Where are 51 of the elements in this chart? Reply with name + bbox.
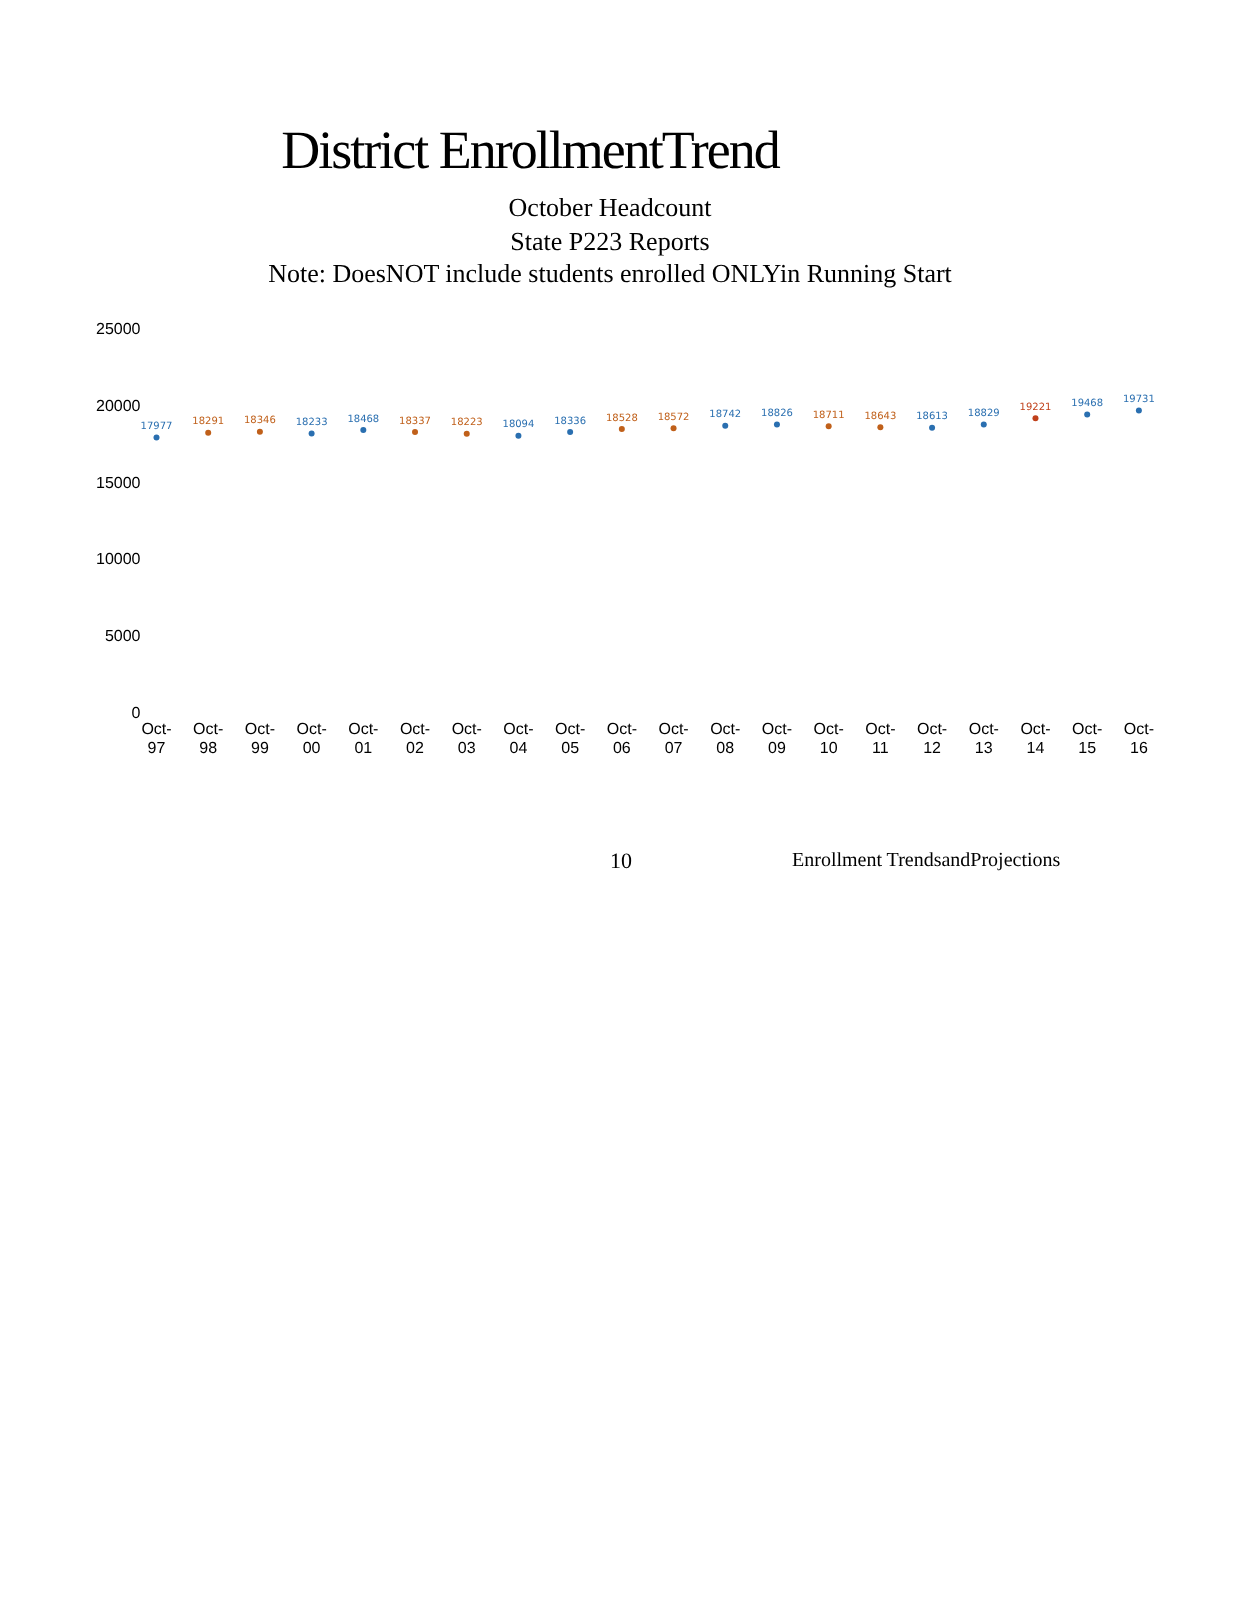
x-tick-label: Oct-15 xyxy=(1072,719,1103,757)
x-tick-label: Oct-01 xyxy=(348,719,380,757)
x-tick-label: Oct-16 xyxy=(1123,719,1155,757)
y-tick-label: 15000 xyxy=(95,473,142,492)
point xyxy=(308,430,315,437)
point xyxy=(1032,415,1039,422)
point xyxy=(205,429,212,436)
point xyxy=(1084,411,1091,418)
y-tick-label: 10000 xyxy=(95,550,142,569)
point xyxy=(412,428,419,435)
point xyxy=(515,432,522,439)
text: Note: DoesNOT include students enrolled ONLYin Running Start xyxy=(266,258,954,290)
x-tick-label: Oct-97 xyxy=(141,719,173,757)
y-tick-label: 25000 xyxy=(95,320,142,339)
point xyxy=(256,428,263,435)
point xyxy=(722,422,729,429)
x-tick-label: Oct-13 xyxy=(968,719,1000,757)
x-tick-label: Oct-04 xyxy=(503,719,535,757)
y-tick-label: 0 xyxy=(131,704,142,723)
x-tick-label: Oct-99 xyxy=(244,719,276,757)
chart-subtitle: October Headcount State P223 Reports xyxy=(506,190,714,258)
x-tick-label: Oct-03 xyxy=(451,719,483,757)
point xyxy=(825,423,832,430)
point xyxy=(618,426,625,433)
x-tick-label: Oct-10 xyxy=(813,719,845,757)
x-tick-label: Oct-05 xyxy=(555,719,586,757)
text: 10 xyxy=(610,850,632,874)
x-tick-label: Oct-98 xyxy=(193,719,224,757)
y-tick-label: 20000 xyxy=(95,396,142,415)
x-tick-label: Oct-11 xyxy=(865,719,897,757)
point xyxy=(463,430,470,437)
point xyxy=(1135,407,1142,414)
x-tick-label: Oct-06 xyxy=(606,719,638,757)
point xyxy=(670,425,677,432)
point xyxy=(773,421,780,428)
x-tick-label: Oct-02 xyxy=(399,719,431,757)
point xyxy=(567,428,574,435)
x-tick-label: Oct-12 xyxy=(916,719,948,757)
text: Enrollment TrendsandProjections xyxy=(792,850,1061,872)
x-tick-label: Oct-08 xyxy=(710,719,742,757)
point xyxy=(360,426,367,433)
point xyxy=(877,424,884,431)
point xyxy=(929,424,936,431)
x-tick-label: Oct-14 xyxy=(1020,719,1052,757)
x-tick-label: Oct-00 xyxy=(296,719,328,757)
point xyxy=(153,434,160,441)
x-tick-label: Oct-07 xyxy=(658,719,690,757)
x-tick-label: Oct-09 xyxy=(761,719,793,757)
y-tick-label: 5000 xyxy=(104,627,142,646)
chart-title: District EnrollmentTrend xyxy=(279,120,782,182)
point xyxy=(980,421,987,428)
